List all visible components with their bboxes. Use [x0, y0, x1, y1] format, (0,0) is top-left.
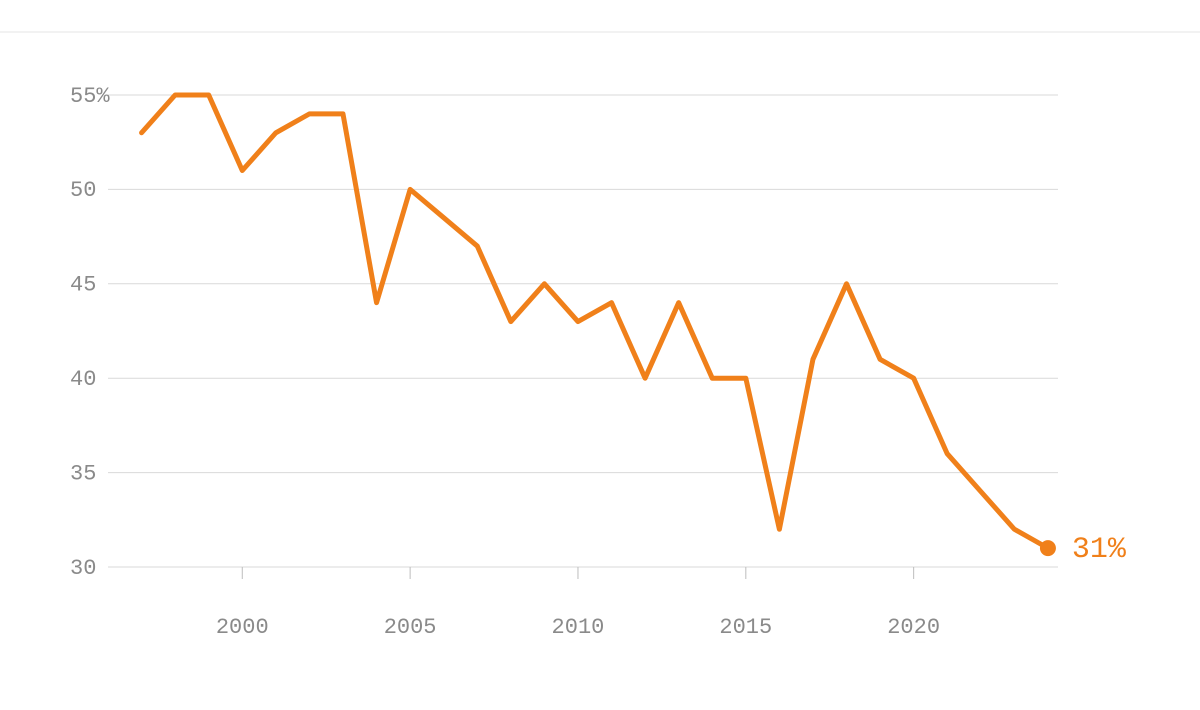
y-tick-label: 35 — [70, 461, 96, 486]
end-point — [1039, 540, 1056, 557]
x-tick-label: 2000 — [216, 615, 269, 640]
y-tick-label: 50 — [70, 178, 96, 203]
y-tick-label: 30 — [70, 556, 96, 581]
x-tick-label: 2015 — [719, 615, 772, 640]
y-tick-label: 40 — [70, 367, 96, 392]
value-label: 31% — [1072, 533, 1127, 567]
y-tick-label: 55% — [70, 84, 110, 109]
x-tick-label: 2020 — [887, 615, 940, 640]
x-tick-label: 2005 — [384, 615, 437, 640]
x-tick-label: 2010 — [552, 615, 605, 640]
y-tick-label: 45 — [70, 273, 96, 298]
line — [139, 92, 1051, 551]
